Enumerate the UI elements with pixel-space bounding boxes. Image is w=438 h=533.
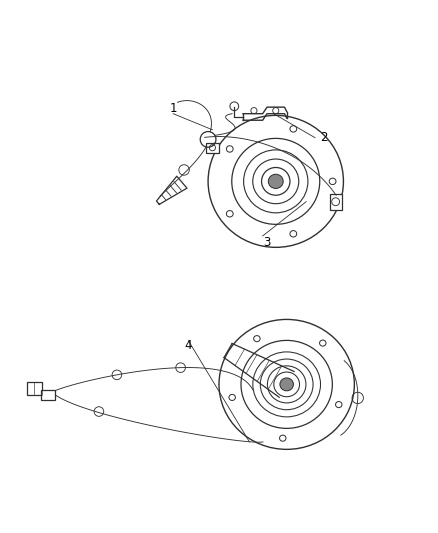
Bar bbox=[27, 382, 42, 395]
Bar bbox=[206, 143, 219, 152]
Text: 1: 1 bbox=[170, 102, 177, 115]
Text: 4: 4 bbox=[185, 340, 192, 352]
Ellipse shape bbox=[268, 174, 283, 189]
Text: 3: 3 bbox=[263, 236, 271, 249]
Bar bbox=[41, 390, 55, 400]
FancyBboxPatch shape bbox=[329, 194, 342, 209]
Text: 2: 2 bbox=[320, 131, 328, 144]
Ellipse shape bbox=[280, 378, 293, 391]
